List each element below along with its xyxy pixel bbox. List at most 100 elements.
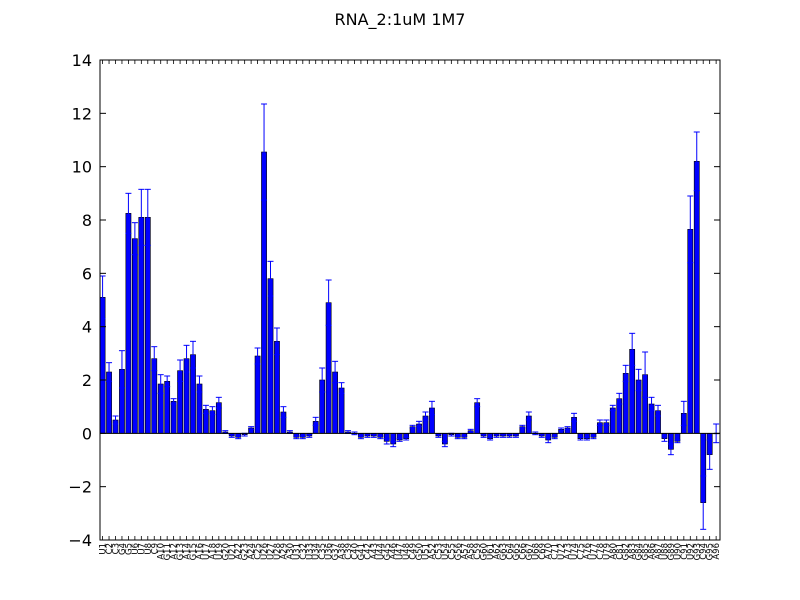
xtick-label-U68: U68 bbox=[531, 543, 541, 560]
xtick-label-A18: A18 bbox=[208, 543, 218, 560]
xtick-label-G93: G93 bbox=[693, 543, 703, 560]
xtick-label-U6: U6 bbox=[131, 543, 141, 555]
xtick-label-U92: U92 bbox=[686, 543, 696, 560]
xtick-label-A16: A16 bbox=[195, 543, 205, 560]
xtick-label-U47: U47 bbox=[396, 543, 406, 560]
xtick-label-G60: G60 bbox=[480, 543, 490, 560]
xtick-label-U19: U19 bbox=[215, 543, 225, 560]
xtick-label-U72: U72 bbox=[557, 543, 567, 560]
xtick-label-G45: G45 bbox=[383, 543, 393, 560]
xtick-label-A87: A87 bbox=[654, 543, 664, 560]
xtick-label-G37: G37 bbox=[331, 543, 341, 560]
xtick-label-A73: A73 bbox=[564, 543, 574, 560]
xtick-label-U44: U44 bbox=[376, 543, 386, 560]
xtick-label-G85: G85 bbox=[641, 543, 651, 560]
xtick-label-A62: A62 bbox=[493, 543, 503, 560]
xtick-label-C25: C25 bbox=[254, 543, 264, 560]
xtick-label-U79: U79 bbox=[602, 543, 612, 560]
xtick-label-C64: C64 bbox=[505, 543, 515, 560]
xtick-label-A76: A76 bbox=[583, 543, 593, 560]
xtick-label-G15: G15 bbox=[189, 543, 199, 560]
xtick-label-C59: C59 bbox=[473, 543, 483, 560]
xtick-label-G82: G82 bbox=[622, 543, 632, 560]
xtick-label-U17: U17 bbox=[202, 543, 212, 560]
bar-U8 bbox=[144, 217, 151, 434]
xtick-label-U61: U61 bbox=[486, 543, 496, 560]
xtick-label-A52: A52 bbox=[428, 543, 438, 560]
xtick-label-U36: U36 bbox=[325, 543, 335, 560]
chart-title: RNA_2:1uM 1M7 bbox=[335, 10, 466, 30]
ytick-label: −4 bbox=[68, 531, 92, 550]
bar-U6 bbox=[131, 238, 138, 434]
xtick-label-U27: U27 bbox=[267, 543, 277, 560]
xtick-label-G23: G23 bbox=[241, 543, 251, 560]
xtick-label-G65: G65 bbox=[512, 543, 522, 560]
ytick-label: 8 bbox=[82, 211, 92, 230]
xtick-label-G20: G20 bbox=[221, 543, 231, 560]
bar-C25 bbox=[254, 355, 261, 434]
xtick-label-G50: G50 bbox=[415, 543, 425, 560]
xtick-label-U33: U33 bbox=[305, 543, 315, 560]
xtick-label-C2: C2 bbox=[105, 543, 115, 554]
xtick-label-G56: G56 bbox=[454, 543, 464, 560]
xtick-label-G89: G89 bbox=[667, 543, 677, 560]
bar-U27 bbox=[267, 278, 274, 434]
xtick-label-A22: A22 bbox=[234, 543, 244, 560]
xtick-label-A30: A30 bbox=[286, 543, 296, 560]
xtick-label-G41: G41 bbox=[357, 543, 367, 560]
ytick-label: 4 bbox=[82, 318, 92, 337]
bar-A12 bbox=[170, 401, 177, 434]
xtick-label-U1: U1 bbox=[99, 543, 109, 555]
ytick-label: 0 bbox=[82, 424, 92, 443]
xtick-label-U90: U90 bbox=[673, 543, 683, 560]
xtick-label-C32: C32 bbox=[299, 543, 309, 560]
xtick-label-A29: A29 bbox=[279, 543, 289, 560]
bar-U7 bbox=[138, 217, 145, 434]
xtick-label-A46: A46 bbox=[389, 543, 399, 560]
xtick-label-U34: U34 bbox=[312, 543, 322, 560]
bar-G5 bbox=[125, 213, 132, 434]
xtick-label-A57: A57 bbox=[460, 543, 470, 560]
xtick-label-C75: C75 bbox=[577, 543, 587, 560]
bar-C59 bbox=[474, 402, 481, 434]
xtick-label-A14: A14 bbox=[183, 543, 193, 560]
plot-frame bbox=[99, 59, 721, 541]
xtick-label-G84: G84 bbox=[635, 543, 645, 560]
xtick-label-G63: G63 bbox=[499, 543, 509, 560]
xtick-label-U74: U74 bbox=[570, 543, 580, 560]
xtick-label-C39: C39 bbox=[344, 543, 354, 560]
xtick-label-A96: A96 bbox=[712, 543, 722, 560]
xtick-label-C66: C66 bbox=[518, 543, 528, 560]
xtick-label-C91: C91 bbox=[680, 543, 690, 560]
xtick-label-A70: A70 bbox=[544, 543, 554, 560]
xtick-label-C71: C71 bbox=[551, 543, 561, 560]
ytick-label: 12 bbox=[72, 104, 92, 123]
xtick-label-C94: C94 bbox=[699, 543, 709, 560]
xtick-label-C78: C78 bbox=[596, 543, 606, 560]
xtick-label-A83: A83 bbox=[628, 543, 638, 560]
xtick-label-C55: C55 bbox=[447, 543, 457, 560]
ytick-label: 14 bbox=[72, 51, 92, 70]
xtick-label-G13: G13 bbox=[176, 543, 186, 560]
xtick-label-U77: U77 bbox=[589, 543, 599, 560]
xtick-label-G11: G11 bbox=[163, 543, 173, 560]
bar-A38 bbox=[338, 387, 345, 434]
xtick-label-C35: C35 bbox=[318, 543, 328, 560]
xtick-label-U26: U26 bbox=[260, 543, 270, 560]
bar-A80 bbox=[609, 407, 616, 434]
xtick-label-U51: U51 bbox=[422, 543, 432, 560]
xtick-label-A24: A24 bbox=[247, 543, 257, 560]
xtick-label-C3: C3 bbox=[112, 543, 122, 554]
plot-area bbox=[99, 103, 720, 530]
xtick-label-G95: G95 bbox=[706, 543, 716, 560]
xtick-label-U54: U54 bbox=[441, 543, 451, 560]
xtick-label-C69: C69 bbox=[538, 543, 548, 560]
xtick-label-C49: C49 bbox=[409, 543, 419, 560]
xtick-label-U31: U31 bbox=[292, 543, 302, 560]
xtick-label-C42: C42 bbox=[363, 543, 373, 560]
xtick-label-C40: C40 bbox=[350, 543, 360, 560]
ytick-label: 10 bbox=[72, 158, 92, 177]
xtick-label-A80: A80 bbox=[609, 543, 619, 560]
xtick-label-C81: C81 bbox=[615, 543, 625, 560]
